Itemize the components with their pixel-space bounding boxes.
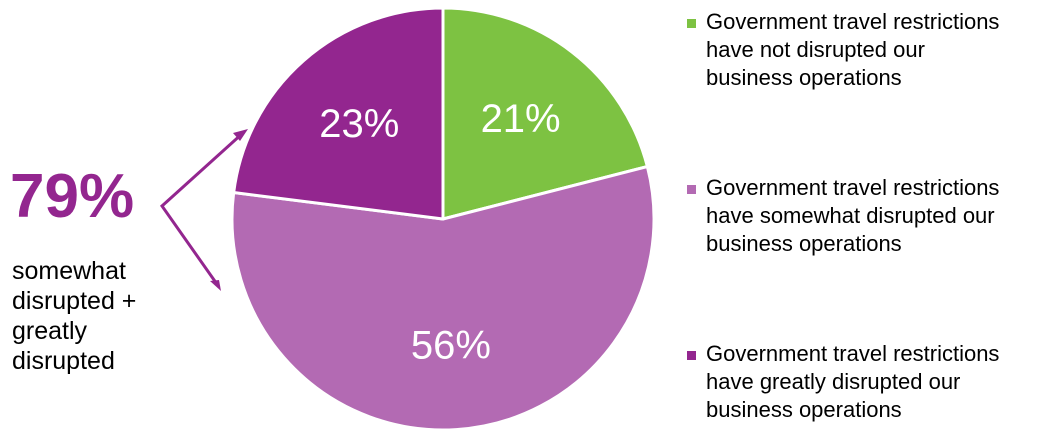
legend-line: have not disrupted our <box>706 37 925 62</box>
callout-total-percent: 79% <box>10 162 135 231</box>
pie-slice-value-label: 56% <box>411 323 491 367</box>
legend-line: have somewhat disrupted our <box>706 203 995 228</box>
legend-line: have greatly disrupted our <box>706 369 961 394</box>
legend-line: business operations <box>706 65 902 90</box>
pie-slice-value-label: 23% <box>319 102 399 146</box>
callout-bracket-line <box>160 130 246 288</box>
callout-arrowhead-bottom <box>210 280 221 291</box>
legend-label: Government travel restrictions have some… <box>706 174 1063 258</box>
legend-label: Government travel restrictions have not … <box>706 8 1063 92</box>
pie-slice-somewhat-disrupted <box>230 165 656 431</box>
legend-swatch <box>687 19 696 28</box>
pie-slices <box>230 6 656 431</box>
legend-swatch <box>687 185 696 194</box>
callout-description: somewhat disrupted + greatly disrupted <box>12 256 182 376</box>
callout-line: disrupted <box>12 347 115 375</box>
pie-slice-not-disrupted <box>441 6 649 221</box>
callout-line: greatly <box>12 317 88 345</box>
legend-swatch <box>687 351 696 360</box>
callout-bracket-arrow <box>160 129 248 291</box>
callout-arrowhead-top <box>233 129 248 141</box>
legend-line: Government travel restrictions <box>706 341 1000 366</box>
legend-line: business operations <box>706 231 902 256</box>
legend-label: Government travel restrictions have grea… <box>706 340 1063 424</box>
pie-slice-greatly-disrupted <box>232 6 445 221</box>
callout-line: somewhat <box>12 257 126 285</box>
callout-line: disrupted + <box>12 287 137 315</box>
legend-line: Government travel restrictions <box>706 175 1000 200</box>
pie-slice-labels: 21% 56% 23% <box>319 97 560 367</box>
legend-line: Government travel restrictions <box>706 9 1000 34</box>
pie-slice-value-label: 21% <box>481 97 561 141</box>
legend-line: business operations <box>706 397 902 422</box>
